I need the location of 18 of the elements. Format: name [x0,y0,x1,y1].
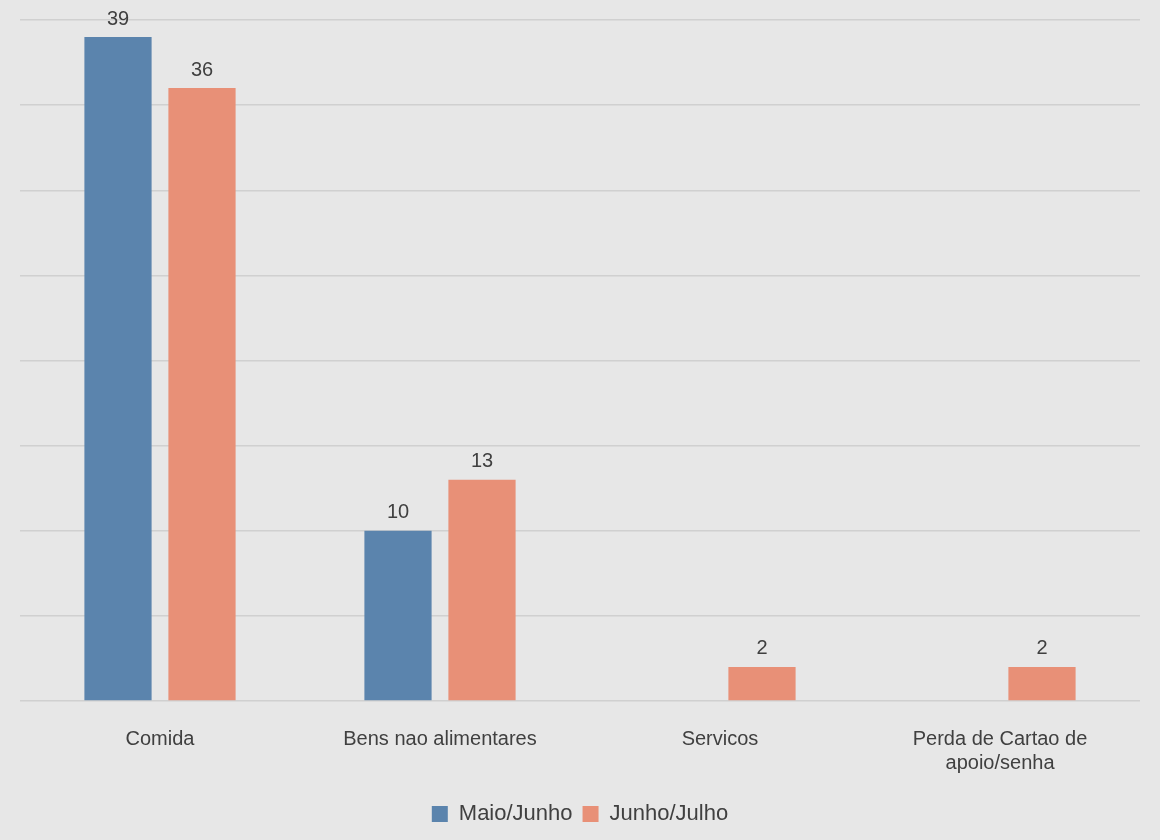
data-label: 39 [106,6,130,29]
bar [1008,666,1076,701]
bar [364,530,432,701]
data-label: 10 [386,500,410,523]
bar [84,37,152,701]
data-label: 2 [1036,636,1048,659]
data-label: 13 [470,449,494,472]
bar [448,479,516,701]
data-label: 2 [756,636,768,659]
legend-label: Maio/Junho [458,800,573,826]
x-tick-label: Bens nao alimentares [343,726,537,749]
legend-label: Junho/Julho [609,800,729,826]
x-tick-label: Perda de Cartao de apoio/senha [912,726,1088,773]
x-tick-label: Servicos [681,726,759,749]
x-tick-label: Comida [125,726,196,749]
bar [728,666,796,701]
data-label: 36 [190,57,214,80]
bar [168,88,236,701]
